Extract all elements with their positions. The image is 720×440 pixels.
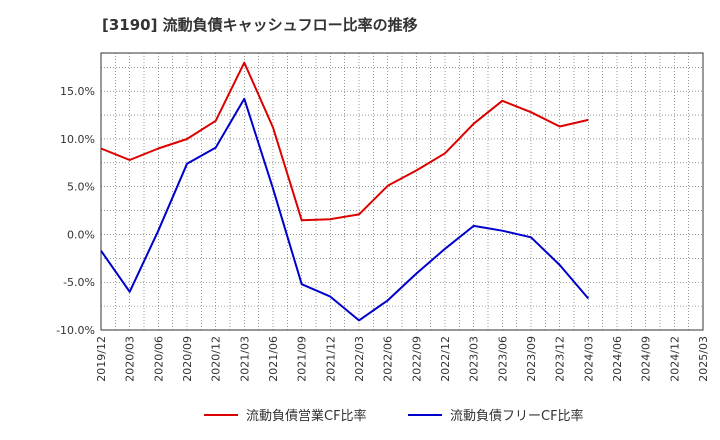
x-tick-label: 2019/12 — [95, 336, 108, 382]
x-tick-label: 2021/03 — [238, 336, 251, 382]
x-tick-label: 2024/09 — [640, 336, 653, 382]
x-tick-label: 2022/03 — [353, 336, 366, 382]
x-tick-label: 2020/09 — [181, 336, 194, 382]
x-tick-label: 2020/06 — [152, 336, 165, 382]
x-tick-label: 2025/03 — [697, 336, 710, 382]
x-tick-label: 2021/06 — [267, 336, 280, 382]
x-tick-label: 2022/12 — [439, 336, 452, 382]
x-tick-label: 2020/03 — [124, 336, 137, 382]
x-tick-label: 2023/06 — [496, 336, 509, 382]
legend-label: 流動負債フリーCF比率 — [450, 408, 584, 424]
y-tick-label: 10.0% — [60, 133, 95, 146]
legend-label: 流動負債営業CF比率 — [246, 408, 367, 424]
x-tick-label: 2023/12 — [554, 336, 567, 382]
x-tick-label: 2021/09 — [296, 336, 309, 382]
y-tick-label: 5.0% — [67, 181, 95, 194]
x-tick-label: 2024/06 — [611, 336, 624, 382]
y-tick-label: -10.0% — [56, 324, 95, 337]
x-tick-label: 2020/12 — [210, 336, 223, 382]
x-tick-label: 2022/06 — [382, 336, 395, 382]
x-tick-label: 2024/03 — [582, 336, 595, 382]
x-axis-ticks: 2019/12 2020/03 2020/06 2020/09 2020/12 2021/… — [95, 336, 710, 382]
y-tick-label: 0.0% — [67, 228, 95, 241]
chart-title: [3190] 流動負債キャッシュフロー比率の推移 — [102, 16, 418, 34]
x-tick-label: 2023/03 — [468, 336, 481, 382]
series-lines — [100, 61, 590, 322]
x-tick-label: 2021/12 — [324, 336, 337, 382]
plot-frame — [100, 52, 704, 331]
series-line-operating-cf — [100, 61, 589, 222]
x-tick-label: 2023/09 — [525, 336, 538, 382]
legend: 流動負債営業CF比率 流動負債フリーCF比率 — [204, 408, 584, 424]
vertical-gridlines — [115, 53, 689, 330]
horizontal-gridlines — [101, 67, 703, 307]
y-axis-ticks: -10.0% -5.0% 0.0% 5.0% 10.0% 15.0% — [56, 85, 95, 337]
y-tick-label: -5.0% — [63, 276, 95, 289]
y-tick-label: 15.0% — [60, 85, 95, 98]
x-tick-label: 2024/12 — [668, 336, 681, 382]
x-tick-label: 2022/09 — [410, 336, 423, 382]
series-line-free-cf — [100, 97, 590, 322]
